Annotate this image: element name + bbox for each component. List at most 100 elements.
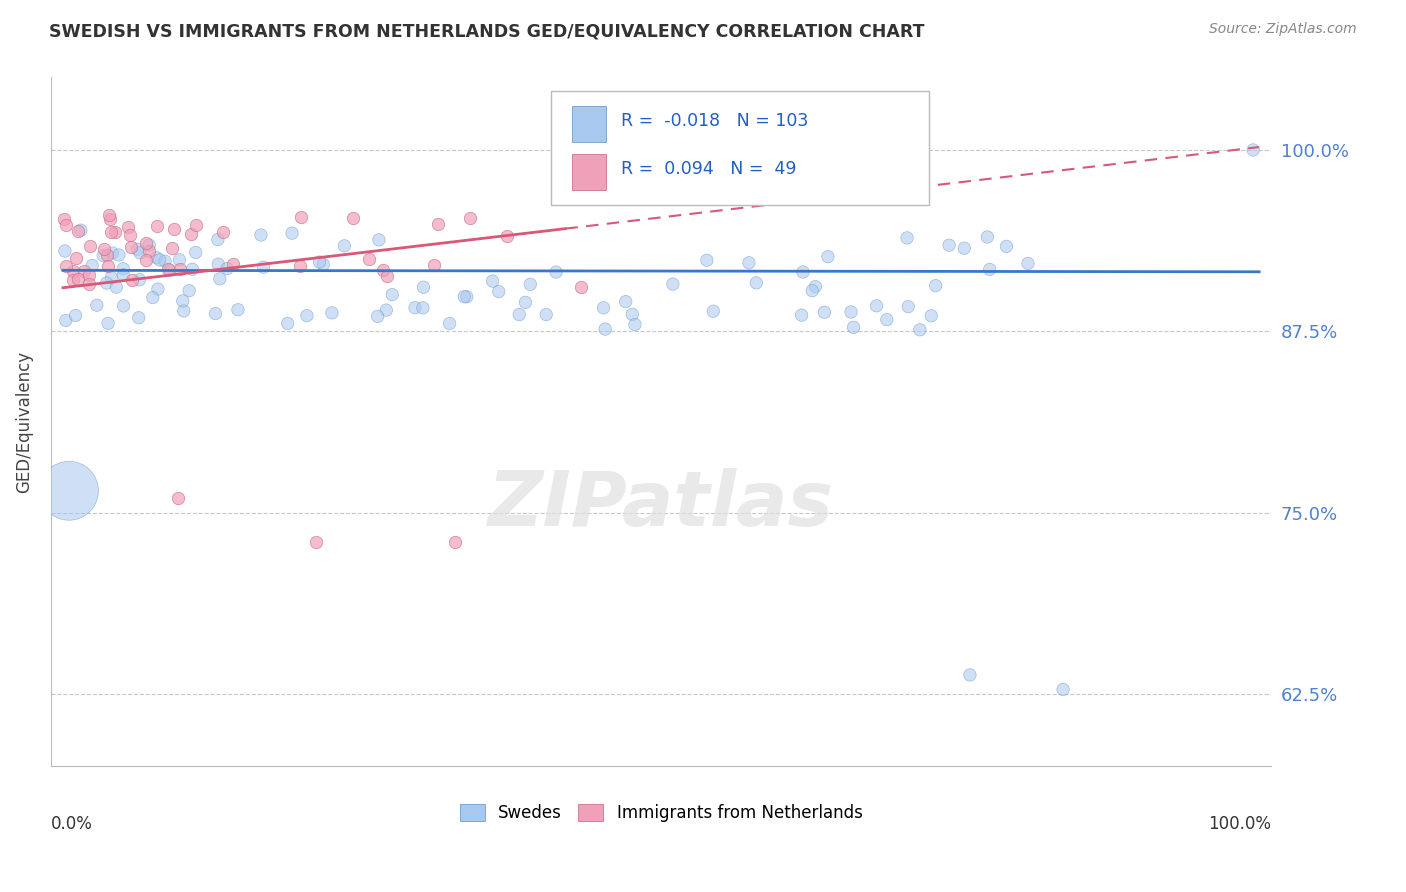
Point — [100, 270, 122, 285]
Point — [138, 244, 160, 259]
Point — [100, 211, 122, 226]
Point — [1017, 256, 1039, 270]
Point — [145, 251, 167, 265]
Point — [65, 309, 87, 323]
Point — [842, 320, 865, 334]
Point — [96, 276, 118, 290]
Point — [135, 235, 157, 250]
Point — [77, 277, 100, 291]
Point — [91, 249, 114, 263]
Point — [204, 307, 226, 321]
Text: R =  -0.018   N = 103: R = -0.018 N = 103 — [621, 112, 808, 130]
Point — [79, 239, 101, 253]
Point — [55, 260, 77, 274]
Point — [186, 218, 208, 232]
Point — [98, 208, 121, 222]
Point — [979, 262, 1001, 277]
Point — [100, 225, 122, 239]
Point — [73, 264, 96, 278]
Point — [908, 323, 931, 337]
Point — [65, 251, 87, 265]
Point — [381, 287, 404, 301]
Point — [163, 222, 186, 236]
Point — [207, 257, 229, 271]
Point — [108, 248, 131, 262]
Point — [896, 231, 918, 245]
Point — [444, 534, 467, 549]
Point — [117, 220, 139, 235]
Text: R =  0.094   N =  49: R = 0.094 N = 49 — [621, 160, 796, 178]
Point — [167, 491, 190, 505]
Point — [184, 245, 207, 260]
Point — [426, 217, 449, 231]
Point — [1052, 682, 1074, 697]
Point — [217, 261, 239, 276]
Point — [481, 274, 503, 288]
Point — [156, 262, 179, 277]
Point — [953, 241, 976, 255]
Point — [112, 268, 135, 282]
Point — [208, 272, 231, 286]
Point — [121, 273, 143, 287]
Point — [53, 211, 76, 226]
Point — [404, 301, 426, 315]
Point — [55, 313, 77, 327]
Point — [128, 273, 150, 287]
Point — [534, 308, 557, 322]
Point — [62, 264, 84, 278]
Point — [412, 280, 434, 294]
Point — [97, 260, 120, 274]
Point — [169, 262, 191, 277]
Point — [288, 259, 311, 273]
Point — [876, 312, 898, 326]
Point — [519, 277, 541, 292]
Point — [250, 228, 273, 243]
Point — [333, 239, 356, 253]
Point — [55, 219, 77, 233]
Point — [458, 211, 481, 225]
Text: 100.0%: 100.0% — [1208, 814, 1271, 832]
Point — [924, 278, 946, 293]
Text: ZIPatlas: ZIPatlas — [488, 467, 834, 541]
FancyBboxPatch shape — [572, 105, 606, 142]
Point — [82, 259, 104, 273]
Point — [456, 290, 478, 304]
Point — [839, 305, 862, 319]
Point — [66, 224, 89, 238]
Point — [222, 257, 245, 271]
FancyBboxPatch shape — [551, 91, 929, 205]
Point — [138, 238, 160, 252]
Point — [79, 268, 101, 282]
Point — [169, 252, 191, 267]
Point — [738, 256, 761, 270]
Point — [377, 268, 399, 283]
Point — [801, 284, 824, 298]
Point — [804, 279, 827, 293]
Point — [160, 241, 183, 255]
Point — [592, 301, 614, 315]
Point — [252, 260, 274, 275]
Point — [976, 230, 998, 244]
Point — [281, 226, 304, 240]
Point — [226, 302, 249, 317]
Point — [453, 290, 475, 304]
Text: SWEDISH VS IMMIGRANTS FROM NETHERLANDS GED/EQUIVALENCY CORRELATION CHART: SWEDISH VS IMMIGRANTS FROM NETHERLANDS G… — [49, 22, 925, 40]
Point — [593, 322, 616, 336]
Point — [614, 294, 637, 309]
Legend: Swedes, Immigrants from Netherlands: Swedes, Immigrants from Netherlands — [454, 798, 868, 827]
Point — [127, 243, 149, 257]
Point — [546, 265, 568, 279]
Point — [817, 250, 839, 264]
Point — [159, 263, 181, 277]
Point — [181, 262, 204, 277]
Point — [412, 301, 434, 315]
Point — [508, 308, 530, 322]
Point — [312, 257, 335, 271]
Point — [305, 534, 328, 549]
Point — [277, 317, 299, 331]
Point — [995, 239, 1018, 253]
Point — [792, 265, 814, 279]
Point — [120, 240, 142, 254]
Point — [920, 309, 942, 323]
Point — [173, 304, 195, 318]
